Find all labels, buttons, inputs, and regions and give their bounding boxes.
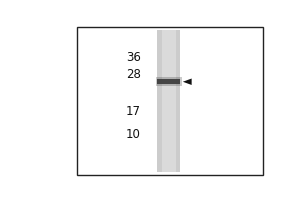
Bar (157, 79, 181, 84)
Text: 36: 36 (126, 51, 141, 64)
Text: 28: 28 (126, 68, 141, 81)
Text: 10: 10 (126, 128, 141, 141)
Polygon shape (183, 79, 192, 85)
Bar (77, 27, 263, 175)
Bar (156, 77, 182, 86)
Bar (162, 30, 176, 172)
Bar (157, 30, 181, 172)
Text: 17: 17 (126, 105, 141, 118)
